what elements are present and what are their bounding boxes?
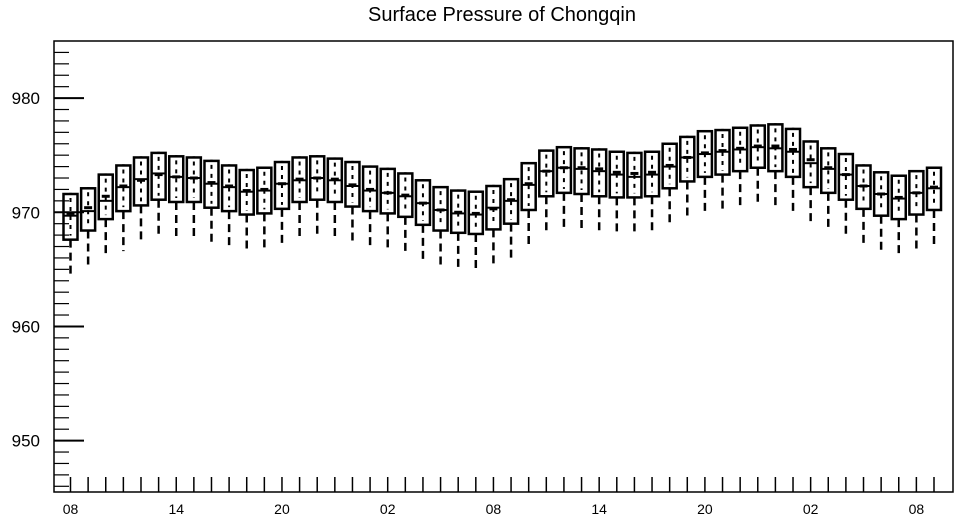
box-series (62, 123, 943, 277)
box-item (731, 126, 749, 207)
box-item (767, 123, 784, 207)
box-item (608, 150, 626, 236)
box-item (855, 164, 872, 246)
box-item (291, 156, 308, 239)
box-item (308, 155, 326, 237)
box-item (679, 135, 696, 217)
box-item (185, 156, 203, 240)
box-item (62, 192, 79, 277)
box-item (590, 148, 608, 233)
box-item (132, 156, 150, 245)
box-item (925, 166, 943, 248)
box-item (643, 150, 661, 233)
x-tick-label: 20 (697, 501, 713, 517)
x-axis: 08 14 20 02 08 14 20 02 08 (63, 477, 935, 517)
box-item (555, 145, 573, 230)
box-item (397, 172, 414, 254)
box-item (467, 190, 485, 271)
x-tick-label: 08 (486, 501, 502, 517)
x-tick-label: 14 (591, 501, 607, 517)
plot-frame (53, 40, 954, 493)
box-item (784, 127, 802, 212)
box-item (714, 128, 731, 210)
box-item (115, 164, 132, 252)
box-item (749, 124, 767, 205)
box-item (97, 173, 114, 256)
box-item (820, 147, 837, 230)
box-item (203, 159, 220, 244)
x-tick-label: 08 (909, 501, 925, 517)
box-item (520, 161, 537, 246)
box-item (414, 179, 432, 262)
x-tick-label: 02 (803, 501, 819, 517)
box-item (696, 129, 714, 213)
box-item (837, 152, 855, 237)
box-item (344, 160, 361, 245)
box-item (256, 166, 273, 250)
y-tick-label: 950 (12, 432, 40, 451)
x-tick-label: 02 (380, 501, 396, 517)
box-item (872, 171, 890, 254)
box-item (449, 189, 467, 270)
box-item (238, 168, 255, 252)
box-item (908, 169, 925, 252)
y-tick-label: 970 (12, 203, 40, 222)
y-axis: 950 960 970 980 (12, 51, 84, 487)
box-item (273, 160, 291, 246)
y-tick-label: 960 (12, 317, 40, 336)
box-item (485, 184, 502, 265)
y-tick-label: 980 (12, 89, 40, 108)
box-item (538, 149, 555, 233)
box-item (326, 157, 344, 240)
box-item (802, 140, 819, 223)
chart-title: Surface Pressure of Chongqin (368, 4, 636, 26)
box-item (661, 142, 678, 226)
box-item (79, 187, 97, 269)
box-item (890, 174, 908, 256)
box-item (220, 164, 238, 248)
box-item (573, 147, 590, 231)
box-item (626, 151, 643, 234)
box-item (361, 165, 379, 248)
x-tick-label: 14 (168, 501, 184, 517)
box-item (432, 185, 449, 268)
x-tick-label: 20 (274, 501, 290, 517)
box-item (150, 151, 167, 239)
box-item (379, 167, 396, 252)
box-item (502, 177, 520, 260)
x-tick-label: 08 (63, 501, 79, 517)
box-item (167, 155, 185, 240)
